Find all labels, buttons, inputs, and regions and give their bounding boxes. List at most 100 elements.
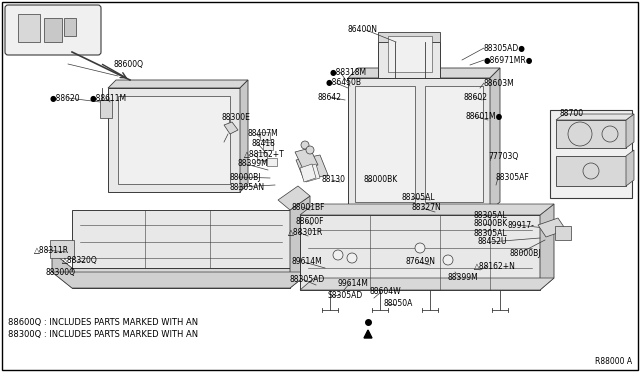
- Text: 88300E: 88300E: [222, 113, 251, 122]
- Text: 88305AL: 88305AL: [474, 228, 508, 237]
- Bar: [18, 14, 40, 42]
- Text: 88399M: 88399M: [447, 273, 477, 282]
- Text: 88305AF: 88305AF: [496, 173, 530, 183]
- Polygon shape: [302, 164, 320, 182]
- Text: 88300Q: 88300Q: [46, 269, 76, 278]
- Text: 88305AN: 88305AN: [230, 183, 265, 192]
- Circle shape: [583, 163, 599, 179]
- Text: 88305AD●: 88305AD●: [484, 44, 526, 52]
- Text: 88600F: 88600F: [296, 217, 324, 225]
- Polygon shape: [108, 88, 240, 192]
- Polygon shape: [72, 268, 290, 288]
- Text: 88418: 88418: [252, 140, 276, 148]
- Text: 88001BF: 88001BF: [292, 202, 326, 212]
- Polygon shape: [296, 155, 328, 180]
- Polygon shape: [556, 114, 634, 120]
- Text: 88327N: 88327N: [412, 203, 442, 212]
- Polygon shape: [240, 80, 248, 192]
- Polygon shape: [295, 148, 318, 169]
- Circle shape: [347, 253, 357, 263]
- Polygon shape: [260, 132, 270, 140]
- Text: 77703Q: 77703Q: [488, 151, 518, 160]
- Circle shape: [301, 141, 309, 149]
- Text: ●88318M: ●88318M: [330, 67, 367, 77]
- Text: 87649N: 87649N: [406, 257, 436, 266]
- Text: ●88620: ●88620: [50, 93, 81, 103]
- Bar: [388, 36, 432, 72]
- Bar: [550, 110, 632, 198]
- Text: 88000BJ: 88000BJ: [230, 173, 262, 182]
- Text: △88320Q: △88320Q: [62, 257, 98, 266]
- Text: 88642: 88642: [318, 93, 342, 102]
- Text: 88305AL: 88305AL: [402, 193, 436, 202]
- Text: 88300Q : INCLUDES PARTS MARKED WITH AN: 88300Q : INCLUDES PARTS MARKED WITH AN: [8, 330, 198, 339]
- Text: 88000BK: 88000BK: [474, 219, 508, 228]
- Text: △88301R: △88301R: [288, 228, 323, 237]
- Circle shape: [602, 126, 618, 142]
- Polygon shape: [355, 86, 415, 202]
- Polygon shape: [52, 252, 72, 288]
- Polygon shape: [278, 186, 310, 210]
- Text: 88000BK: 88000BK: [363, 176, 397, 185]
- Polygon shape: [257, 152, 267, 160]
- Text: ●86971MR●: ●86971MR●: [484, 55, 533, 64]
- Text: R88000 A: R88000 A: [595, 357, 632, 366]
- Text: 86400N: 86400N: [348, 26, 378, 35]
- Text: S8305AD: S8305AD: [328, 291, 364, 299]
- Polygon shape: [290, 196, 310, 288]
- Text: 88399M: 88399M: [238, 160, 269, 169]
- Polygon shape: [538, 218, 566, 237]
- Text: △88311R: △88311R: [34, 246, 69, 254]
- Polygon shape: [224, 122, 238, 134]
- Text: 88452U: 88452U: [478, 237, 508, 247]
- Polygon shape: [626, 114, 634, 148]
- Text: 89917-: 89917-: [508, 221, 535, 230]
- Circle shape: [415, 243, 425, 253]
- Polygon shape: [108, 80, 248, 88]
- Polygon shape: [556, 120, 626, 148]
- Circle shape: [443, 255, 453, 265]
- Polygon shape: [72, 210, 290, 268]
- Text: 99614M: 99614M: [338, 279, 369, 288]
- Polygon shape: [348, 78, 490, 210]
- Text: 88050A: 88050A: [383, 299, 412, 308]
- Polygon shape: [300, 278, 554, 290]
- Text: 88000BJ: 88000BJ: [510, 248, 541, 257]
- Circle shape: [333, 250, 343, 260]
- Text: △88162+T: △88162+T: [244, 150, 285, 158]
- Bar: [64, 18, 76, 36]
- Polygon shape: [118, 96, 230, 184]
- Polygon shape: [490, 68, 500, 210]
- Text: 88602: 88602: [464, 93, 488, 102]
- Text: 88130: 88130: [322, 176, 346, 185]
- Polygon shape: [52, 272, 310, 288]
- Polygon shape: [556, 156, 626, 186]
- Polygon shape: [300, 204, 554, 215]
- Circle shape: [306, 146, 314, 154]
- Text: 88305AD: 88305AD: [290, 275, 325, 283]
- Polygon shape: [300, 215, 540, 290]
- Text: 88603M: 88603M: [484, 78, 515, 87]
- Polygon shape: [425, 86, 483, 202]
- Text: ●86450B: ●86450B: [326, 78, 362, 87]
- Text: 88601M●: 88601M●: [465, 112, 502, 121]
- Polygon shape: [378, 32, 440, 42]
- Polygon shape: [540, 204, 554, 290]
- Text: 88600Q : INCLUDES PARTS MARKED WITH AN: 88600Q : INCLUDES PARTS MARKED WITH AN: [8, 317, 198, 327]
- Polygon shape: [348, 68, 500, 78]
- Text: ●88611M: ●88611M: [90, 93, 127, 103]
- Text: 88604W: 88604W: [369, 288, 401, 296]
- FancyBboxPatch shape: [5, 5, 101, 55]
- Bar: [44, 18, 62, 42]
- Bar: [50, 240, 74, 258]
- Polygon shape: [267, 158, 277, 166]
- Polygon shape: [626, 150, 634, 186]
- Text: 88600Q: 88600Q: [114, 60, 144, 68]
- Bar: [555, 226, 571, 240]
- Polygon shape: [263, 142, 273, 150]
- Text: 88407M: 88407M: [248, 129, 279, 138]
- Text: 88700: 88700: [560, 109, 584, 119]
- Circle shape: [568, 122, 592, 146]
- Polygon shape: [364, 330, 372, 338]
- Text: 88305AL: 88305AL: [474, 211, 508, 219]
